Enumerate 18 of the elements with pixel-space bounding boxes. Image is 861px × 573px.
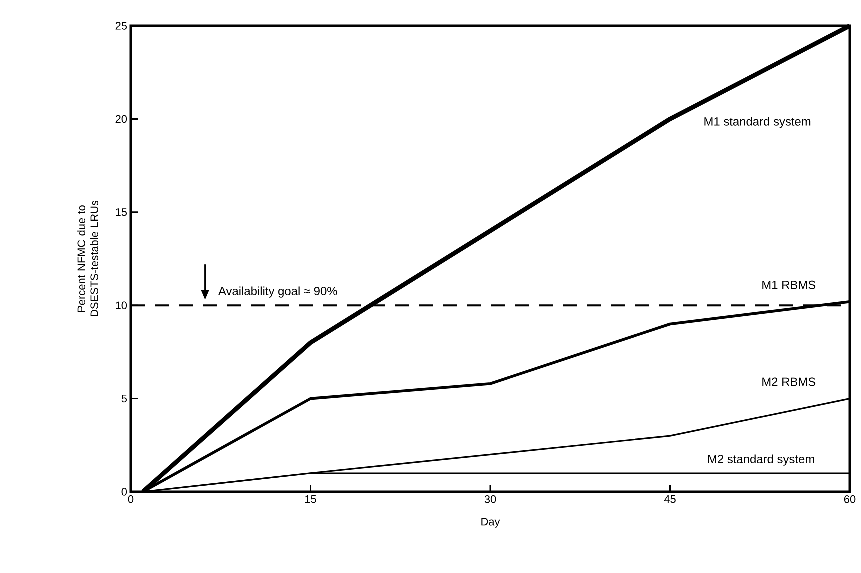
x-tick-label: 45 [664,496,676,504]
y-tick-label: 5 [122,394,128,403]
series-label: M1 RBMS [762,280,816,290]
x-axis-title: Day [482,518,500,528]
series-label: M1 standard system [704,117,811,128]
x-tick-label: 0 [128,496,134,504]
x-tick-label: 15 [305,496,316,504]
x-tick-label: 60 [844,496,856,504]
y-tick-label: 15 [116,208,128,216]
legend-label: Availability goal ≈ 90% [218,286,338,298]
y-axis-title: Percent NFMC due to DSESTS-testable LRUs [77,200,98,317]
y-tick-label: 0 [122,488,128,496]
series-label: M2 RBMS [762,378,816,386]
y-tick-label: 10 [116,302,128,310]
x-tick-label: 30 [484,496,496,504]
y-tick-label: 20 [116,115,128,124]
y-tick-label: 25 [116,22,128,30]
series-label: M2 standard system [708,454,814,466]
